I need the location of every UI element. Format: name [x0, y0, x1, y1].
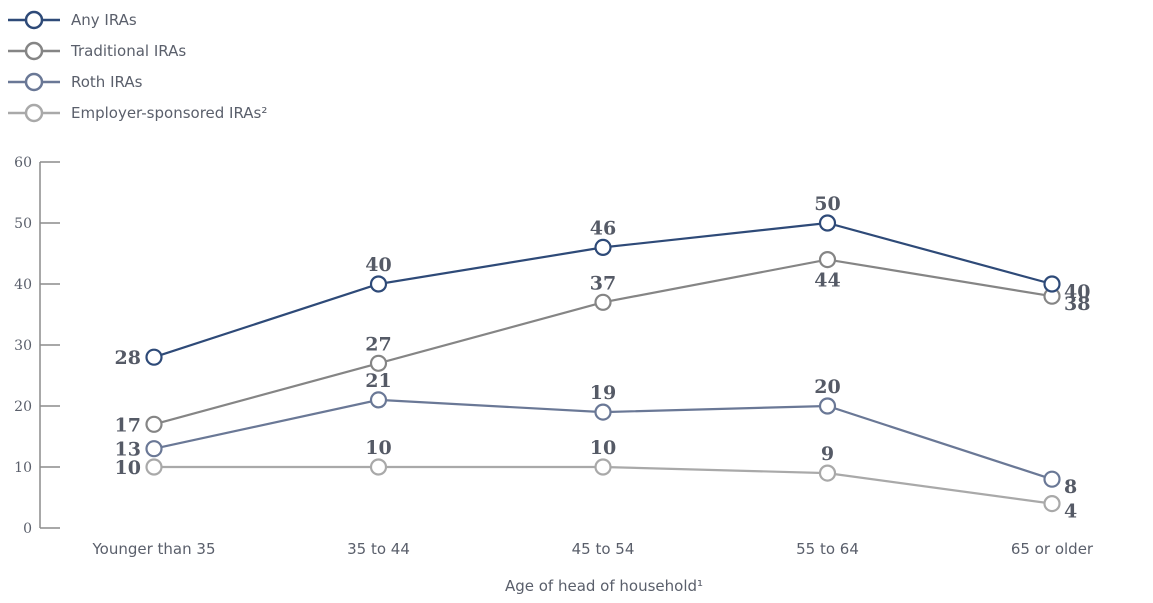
data-point — [1043, 495, 1061, 513]
legend-label: Traditional IRAs — [70, 42, 186, 60]
data-label: 19 — [590, 382, 616, 404]
x-tick-label: 65 or older — [1011, 540, 1094, 558]
data-label: 10 — [365, 437, 391, 459]
data-label: 38 — [1064, 293, 1090, 315]
data-label: 17 — [115, 414, 141, 436]
legend-item: Traditional IRAs — [8, 41, 186, 61]
data-label: 10 — [115, 457, 141, 479]
legend-label: Roth IRAs — [71, 73, 143, 91]
data-label: 40 — [365, 254, 391, 276]
legend-marker — [24, 41, 44, 61]
data-point — [145, 348, 163, 366]
y-axis: 0 10 20 30 40 50 60 — [14, 155, 60, 537]
data-point — [594, 403, 612, 421]
data-label: 20 — [814, 376, 840, 398]
data-label: 28 — [115, 347, 141, 369]
x-axis-title: Age of head of household¹ — [505, 577, 703, 595]
x-tick-label: 35 to 44 — [347, 540, 410, 558]
y-tick-label: 20 — [14, 399, 32, 415]
data-point — [818, 214, 837, 232]
data-point — [1043, 470, 1061, 488]
data-point — [145, 415, 163, 433]
data-point — [818, 251, 837, 269]
y-tick-label: 50 — [14, 216, 32, 232]
x-tick-label: Younger than 35 — [92, 540, 216, 558]
data-label: 40 — [1064, 281, 1090, 303]
legend-label: Any IRAs — [71, 11, 137, 29]
data-point — [1043, 275, 1061, 293]
data-point — [145, 458, 163, 476]
data-point — [818, 397, 837, 415]
legend-marker — [24, 103, 44, 123]
data-point — [369, 354, 388, 372]
data-point — [369, 275, 388, 293]
legend-item: Any IRAs — [8, 10, 137, 30]
data-label: 27 — [365, 333, 391, 355]
data-label: 8 — [1064, 476, 1077, 498]
data-label: 46 — [590, 217, 616, 239]
data-label: 10 — [590, 437, 616, 459]
data-point — [369, 391, 388, 409]
data-point — [594, 458, 612, 476]
x-axis: Younger than 35 35 to 44 45 to 54 55 to 64 6… — [92, 540, 1094, 558]
data-label: 4 — [1064, 501, 1077, 523]
x-tick-label: 45 to 54 — [572, 540, 635, 558]
legend-label: Employer-sponsored IRAs² — [71, 104, 267, 122]
legend-marker — [24, 72, 44, 92]
data-labels: 28 40 46 50 40 17 27 37 44 38 13 21 19 20 8 10 10 10 9 4 — [115, 193, 1091, 523]
data-point — [818, 464, 837, 482]
y-tick-label: 30 — [14, 338, 32, 354]
legend-item: Roth IRAs — [8, 72, 143, 92]
data-point — [594, 293, 612, 311]
data-label: 44 — [814, 270, 840, 292]
data-label: 37 — [590, 272, 616, 294]
data-point — [594, 238, 612, 256]
legend-item: Employer-sponsored IRAs² — [8, 103, 267, 123]
data-point — [145, 440, 163, 458]
legend: Any IRAs Traditional IRAs Roth IRAs Employe… — [8, 10, 267, 123]
y-tick-label: 60 — [14, 155, 32, 171]
y-tick-label: 0 — [23, 521, 32, 537]
data-label: 9 — [821, 443, 834, 465]
legend-marker — [24, 10, 44, 30]
data-label: 50 — [814, 193, 840, 215]
series-points — [145, 214, 1061, 513]
y-tick-label: 10 — [14, 460, 32, 476]
y-tick-label: 40 — [14, 277, 32, 293]
data-label: 21 — [365, 370, 391, 392]
data-label: 13 — [115, 439, 141, 461]
x-tick-label: 55 to 64 — [796, 540, 859, 558]
data-point — [369, 458, 388, 476]
